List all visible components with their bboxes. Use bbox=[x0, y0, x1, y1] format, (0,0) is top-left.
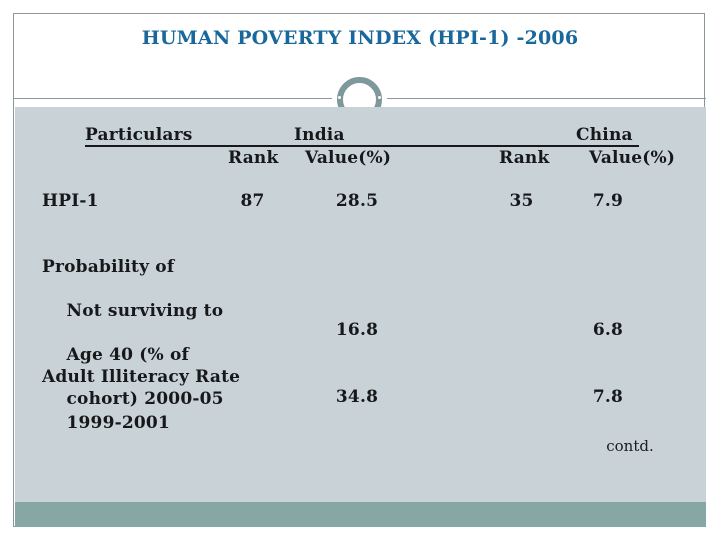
slide-title: HUMAN POVERTY INDEX (HPI-1) -2006 bbox=[141, 27, 579, 49]
row-hpi1-china-rank: 35 bbox=[509, 191, 534, 211]
bottom-band bbox=[14, 502, 706, 527]
row-prob40-label-line2: Not surviving to bbox=[66, 301, 224, 321]
row-prob40-label-line1: Probability of bbox=[42, 257, 175, 277]
row-illiteracy-label: Adult Illiteracy Rate 1999-2001 bbox=[42, 366, 240, 435]
row-hpi1-india-value: 28.5 bbox=[335, 191, 379, 211]
col-header-particulars: Particulars bbox=[85, 125, 193, 146]
table-header-row: Particulars India China bbox=[85, 125, 639, 147]
row-hpi1-india-rank: 87 bbox=[240, 191, 265, 211]
row-prob40-label-line3: Age 40 (% of bbox=[66, 345, 190, 365]
content-area bbox=[14, 107, 706, 502]
subheader-india-rank: Rank bbox=[228, 148, 279, 168]
ring-dot bbox=[338, 96, 341, 99]
col-header-india: India bbox=[294, 125, 345, 146]
row-prob40-label-line4: cohort) 2000-05 bbox=[66, 389, 224, 409]
row-illiteracy-india-value: 34.8 bbox=[335, 387, 379, 407]
row-prob40-india-value: 16.8 bbox=[335, 320, 379, 340]
row-illiteracy-china-value: 7.8 bbox=[592, 387, 624, 407]
contd-note: contd. bbox=[606, 437, 654, 455]
row-hpi1-china-value: 7.9 bbox=[592, 191, 624, 211]
row-prob40-label: Probability of Not surviving to Age 40 (… bbox=[42, 256, 224, 410]
subheader-china-rank: Rank bbox=[499, 148, 550, 168]
row-prob40-china-value: 6.8 bbox=[592, 320, 624, 340]
ring-dot bbox=[378, 96, 381, 99]
subheader-china-value: Value(%) bbox=[589, 148, 676, 168]
row-hpi1-label: HPI-1 bbox=[42, 191, 99, 211]
row-illiteracy-label-line1: Adult Illiteracy Rate bbox=[42, 367, 241, 387]
subheader-india-value: Value(%) bbox=[305, 148, 392, 168]
col-header-china: China bbox=[576, 125, 633, 146]
row-illiteracy-label-line2: 1999-2001 bbox=[66, 413, 170, 433]
